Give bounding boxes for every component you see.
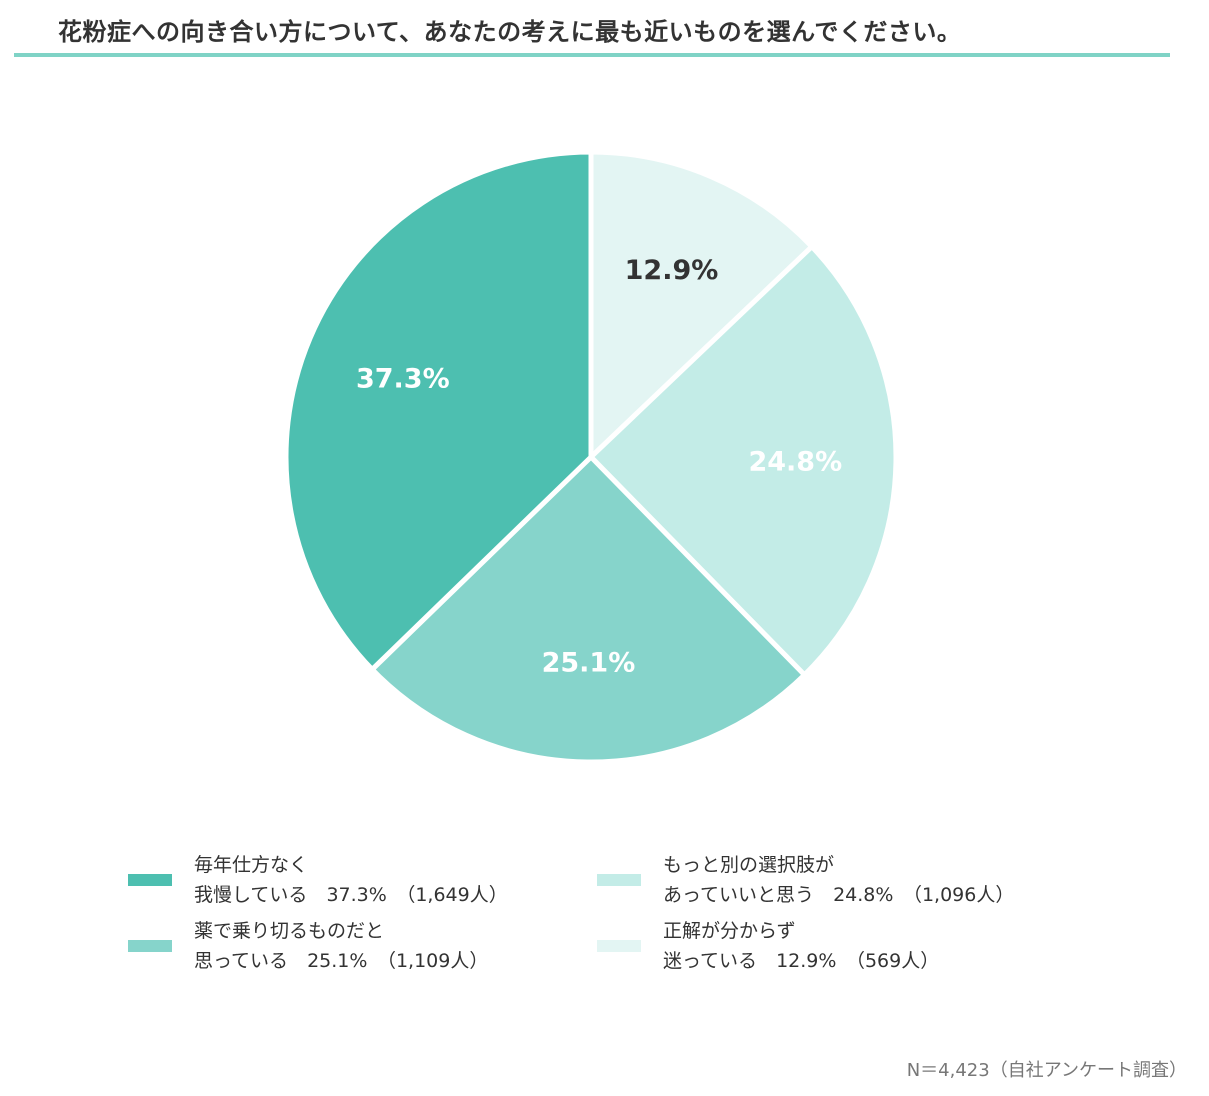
pie-chart: 12.9% 24.8% 25.1% 37.3% xyxy=(283,149,899,765)
slice-data-label: 37.3% xyxy=(356,363,450,394)
pie-slice xyxy=(588,244,899,678)
pie-slice xyxy=(588,149,815,460)
legend-label: 正解が分からず 迷っている 12.9% （569人） xyxy=(663,920,940,972)
legend-item-kusuri: 薬で乗り切るものだと 思っている 25.1% （1,109人） xyxy=(128,916,488,976)
slice-data-label: 25.1% xyxy=(542,647,636,678)
legend-item-betsu: もっと別の選択肢が あっていいと思う 24.8% （1,096人） xyxy=(597,850,1014,910)
pie-slice xyxy=(283,149,594,672)
chart-title: 花粉症への向き合い方について、あなたの考えに最も近いものを選んでください。 xyxy=(58,18,962,46)
legend-swatch xyxy=(128,874,172,886)
legend-item-mayoi: 正解が分からず 迷っている 12.9% （569人） xyxy=(597,916,939,976)
legend-item-gaman: 毎年仕方なく 我慢している 37.3% （1,649人） xyxy=(128,850,508,910)
legend-label: 毎年仕方なく 我慢している 37.3% （1,649人） xyxy=(194,854,508,906)
sample-size-note: N＝4,423（自社アンケート調査） xyxy=(906,1060,1187,1081)
legend-label: 薬で乗り切るものだと 思っている 25.1% （1,109人） xyxy=(194,920,489,972)
legend-swatch xyxy=(597,940,641,952)
title-underline xyxy=(14,53,1170,57)
pie-slice xyxy=(369,454,807,765)
legend-swatch xyxy=(597,874,641,886)
legend-label: もっと別の選択肢が あっていいと思う 24.8% （1,096人） xyxy=(663,854,1015,906)
slice-data-label: 24.8% xyxy=(748,447,842,478)
slice-data-label: 12.9% xyxy=(625,255,719,286)
legend-swatch xyxy=(128,940,172,952)
